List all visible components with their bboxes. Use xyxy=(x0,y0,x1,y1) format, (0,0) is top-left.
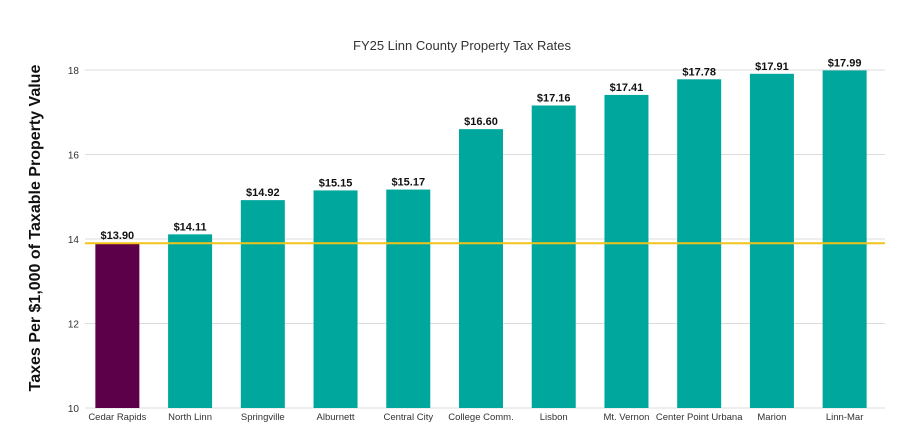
bar xyxy=(168,234,213,408)
y-tick-label: 14 xyxy=(68,235,80,246)
data-label: $17.91 xyxy=(755,61,789,73)
data-labels: $13.90 $14.11 $14.92 $15.15 $15.17 $16.60 $17.… xyxy=(101,57,862,242)
y-tick-label: 10 xyxy=(68,404,80,415)
data-label: $15.17 xyxy=(391,177,425,189)
bar xyxy=(531,105,576,409)
x-tick-label: Alburnett xyxy=(317,412,355,423)
data-label: $16.60 xyxy=(464,116,498,128)
x-tick-label: Marion xyxy=(757,412,786,423)
bar xyxy=(459,129,503,408)
x-tick-label: Linn-Mar xyxy=(826,412,864,423)
x-tick-label: North Linn xyxy=(168,412,212,423)
data-label: $14.11 xyxy=(174,221,207,233)
data-label: $15.15 xyxy=(319,177,353,189)
bar xyxy=(604,94,649,409)
bar xyxy=(240,200,285,408)
chart-title: FY25 Linn County Property Tax Rates xyxy=(353,38,571,53)
data-label: $17.16 xyxy=(537,92,571,104)
x-tick-label: Central City xyxy=(383,412,433,423)
bar xyxy=(749,73,794,409)
bar xyxy=(822,70,867,409)
x-tick-label: Lisbon xyxy=(540,412,568,423)
y-tick-label: 16 xyxy=(68,151,80,162)
data-label: $13.90 xyxy=(101,230,135,242)
y-tick-label: 12 xyxy=(68,320,80,331)
x-tick-label: Center Point Urbana xyxy=(656,412,743,423)
y-axis-label: Taxes Per $1,000 of Taxable Property Val… xyxy=(27,65,44,392)
x-tick-label: Cedar Rapids xyxy=(88,412,146,423)
data-label: $17.41 xyxy=(610,82,644,94)
x-tick-label: Mt. Vernon xyxy=(603,412,649,423)
x-tick-label: Springville xyxy=(241,412,285,423)
data-label: $14.92 xyxy=(246,187,280,199)
data-label: $17.78 xyxy=(682,66,716,78)
y-tick-label: 18 xyxy=(68,66,80,77)
x-tick-label: College Comm. xyxy=(448,412,513,423)
axis-ticks: 10 12 14 16 18 Cedar Rapids North Linn Springvi… xyxy=(68,66,864,423)
bar xyxy=(386,189,431,408)
data-label: $17.99 xyxy=(828,57,862,69)
bar xyxy=(95,243,140,408)
bar xyxy=(313,190,358,408)
